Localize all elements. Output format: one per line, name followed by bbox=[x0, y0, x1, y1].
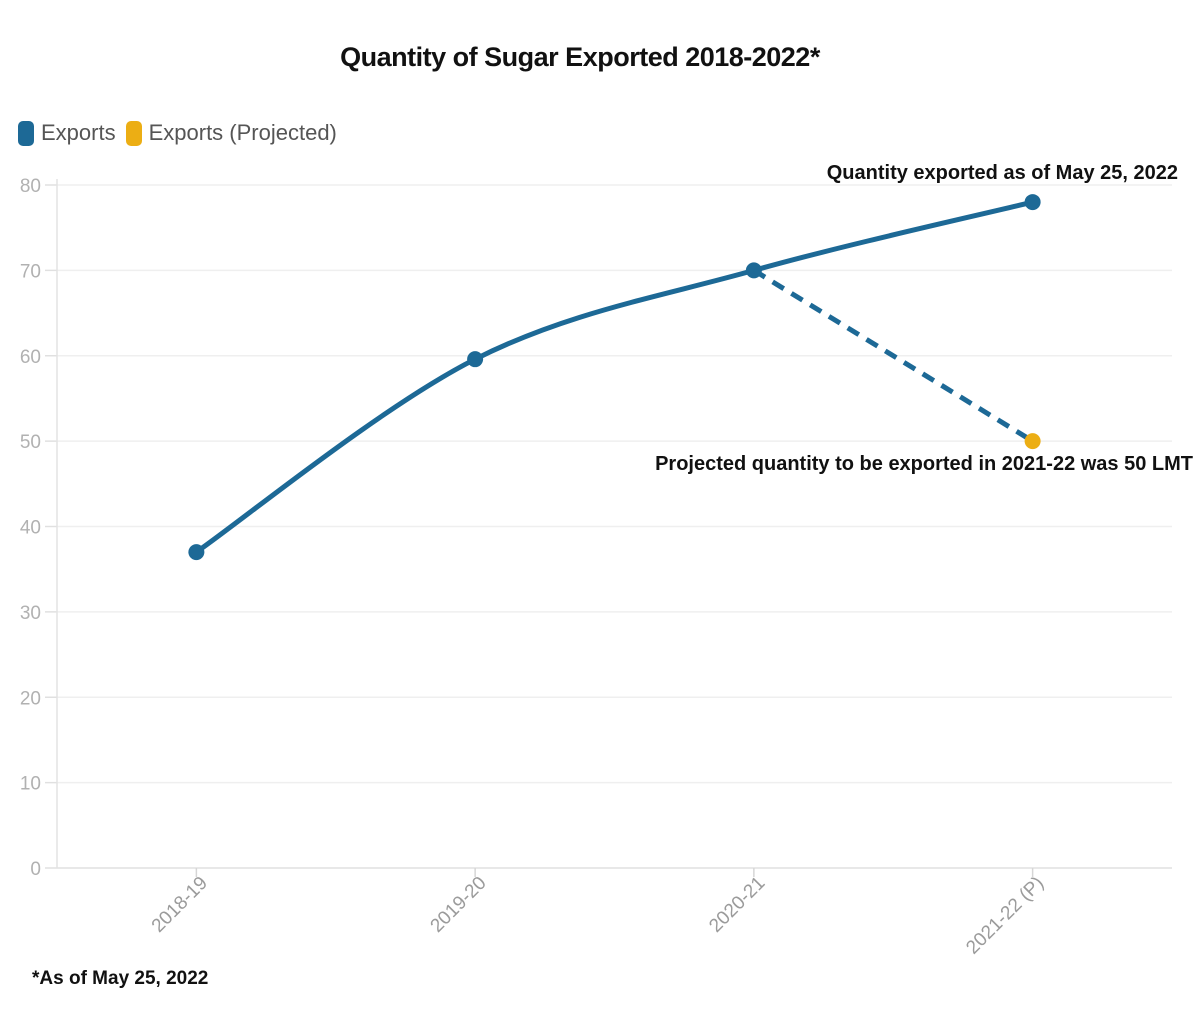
footnote: *As of May 25, 2022 bbox=[32, 968, 209, 989]
y-tick-label: 0 bbox=[30, 859, 41, 880]
exports-point bbox=[188, 544, 205, 561]
y-tick-label: 70 bbox=[20, 261, 41, 282]
exports-projected-swatch-icon bbox=[125, 120, 142, 146]
legend-item-exports-projected: Exports (Projected) bbox=[125, 120, 337, 146]
exports-swatch-icon bbox=[18, 120, 34, 146]
y-tick-label: 10 bbox=[20, 774, 41, 795]
y-tick-label: 50 bbox=[20, 432, 41, 453]
chart-title: Quantity of Sugar Exported 2018-2022* bbox=[340, 42, 820, 72]
exports-line bbox=[193, 199, 1036, 555]
x-tick-label: 2019-20 bbox=[427, 873, 491, 937]
exports-point bbox=[467, 351, 484, 368]
legend-item-exports: Exports bbox=[18, 120, 116, 146]
legend-label-exports-projected: Exports (Projected) bbox=[148, 120, 337, 145]
y-tick-label: 60 bbox=[20, 347, 41, 368]
exports-point bbox=[1024, 194, 1041, 211]
projected-line bbox=[752, 268, 1034, 444]
x-tick-label: 2020-21 bbox=[705, 873, 769, 937]
projected-point bbox=[1024, 433, 1041, 450]
y-tick-label: 30 bbox=[20, 603, 41, 624]
annotation-exported: Quantity exported as of May 25, 2022 bbox=[827, 162, 1178, 184]
x-tick-label: 2018-19 bbox=[148, 873, 212, 937]
y-tick-label: 80 bbox=[20, 176, 41, 197]
legend: Exports Exports (Projected) bbox=[18, 120, 337, 146]
annotation-projected: Projected quantity to be exported in 202… bbox=[655, 453, 1193, 475]
y-tick-label: 20 bbox=[20, 688, 41, 709]
legend-label-exports: Exports bbox=[41, 120, 116, 145]
x-tick-label: 2021-22 (P) bbox=[962, 873, 1048, 959]
y-tick-label: 40 bbox=[20, 518, 41, 539]
